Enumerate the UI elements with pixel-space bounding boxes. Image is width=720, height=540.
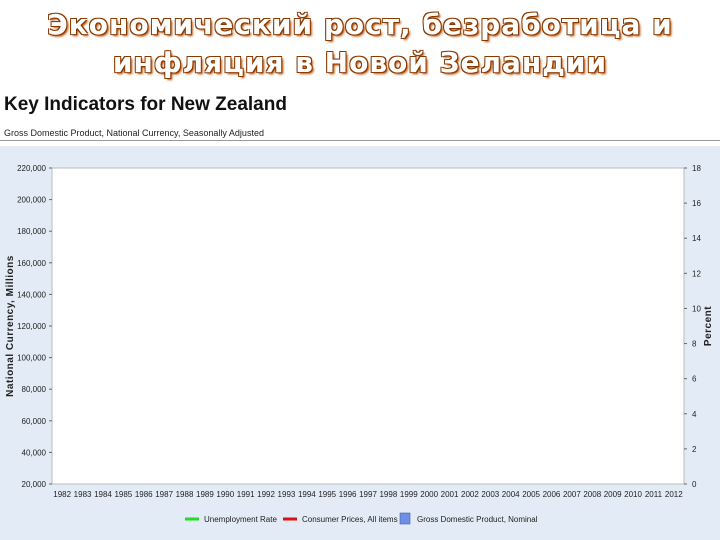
x-tick-label-2009: 2009 <box>604 490 622 499</box>
left-tick-label: 80,000 <box>22 385 47 394</box>
x-tick-label-2010: 2010 <box>624 490 642 499</box>
title-divider <box>0 140 720 141</box>
x-tick-label-2006: 2006 <box>543 490 561 499</box>
x-tick-label-2000: 2000 <box>420 490 438 499</box>
x-tick-label-2012: 2012 <box>665 490 683 499</box>
chart-title: Key Indicators for New Zealand <box>4 94 287 115</box>
x-tick-label-1989: 1989 <box>196 490 214 499</box>
left-tick-label: 220,000 <box>17 164 46 173</box>
x-tick-label-1999: 1999 <box>400 490 418 499</box>
x-tick-label-2004: 2004 <box>502 490 520 499</box>
x-tick-label-2003: 2003 <box>481 490 499 499</box>
x-tick-label-1990: 1990 <box>216 490 234 499</box>
x-tick-label-2007: 2007 <box>563 490 581 499</box>
right-tick-label: 12 <box>692 269 701 278</box>
slide-title-line-2: инфляция в Новой Зеландии <box>112 46 608 79</box>
legend-gdp-nominal-swatch <box>399 512 411 525</box>
left-tick-label: 200,000 <box>17 196 46 205</box>
legend-consumer-prices-label: Consumer Prices, All items <box>302 515 398 524</box>
x-tick-label-1991: 1991 <box>237 490 255 499</box>
y-axis-right-label: Percent <box>703 306 714 346</box>
right-tick-label: 18 <box>692 164 701 173</box>
legend-gdp-nominal-label: Gross Domestic Product, Nominal <box>417 515 538 524</box>
chart-area: 20,000 40,000 60,000 80,000 100,000 120,000 14… <box>0 146 720 540</box>
x-tick-label-1994: 1994 <box>298 490 316 499</box>
x-tick-label-1982: 1982 <box>53 490 71 499</box>
right-tick-label: 14 <box>692 234 701 243</box>
y-axis-left-label: National Currency, Millions <box>5 255 16 397</box>
chart-legend: Unemployment Rate Consumer Prices, All it… <box>185 512 538 525</box>
plot-area <box>51 167 685 485</box>
x-tick-label-1986: 1986 <box>135 490 153 499</box>
left-tick-label: 120,000 <box>17 322 46 331</box>
right-tick-label: 4 <box>692 410 697 419</box>
right-tick-label: 0 <box>692 480 697 489</box>
left-tick-label: 180,000 <box>17 227 46 236</box>
right-tick-label: 8 <box>692 340 697 349</box>
x-tick-label-2002: 2002 <box>461 490 479 499</box>
x-tick-label-1987: 1987 <box>155 490 173 499</box>
x-tick-label-1985: 1985 <box>114 490 132 499</box>
left-tick-label: 40,000 <box>22 448 47 457</box>
x-tick-label-1992: 1992 <box>257 490 275 499</box>
x-tick-label-1997: 1997 <box>359 490 377 499</box>
left-tick-label: 140,000 <box>17 290 46 299</box>
x-tick-label-1984: 1984 <box>94 490 112 499</box>
x-tick-label-1996: 1996 <box>339 490 357 499</box>
right-tick-label: 16 <box>692 199 701 208</box>
left-tick-label: 60,000 <box>22 417 47 426</box>
right-tick-label: 6 <box>692 375 697 384</box>
left-tick-label: 20,000 <box>22 480 47 489</box>
x-tick-label-2008: 2008 <box>583 490 601 499</box>
slide-title-line-1: Экономический рост, безработица и <box>47 8 673 41</box>
left-tick-label: 100,000 <box>17 354 46 363</box>
x-tick-label-1993: 1993 <box>278 490 296 499</box>
right-tick-label: 10 <box>692 304 701 313</box>
x-tick-label-2005: 2005 <box>522 490 540 499</box>
x-tick-label-1995: 1995 <box>318 490 336 499</box>
slide-title: Экономический рост, безработица и инфляц… <box>0 6 720 82</box>
chart-axes: 20,000 40,000 60,000 80,000 100,000 120,000 14… <box>5 164 714 499</box>
left-tick-label: 160,000 <box>17 259 46 268</box>
x-tick-label-2011: 2011 <box>645 490 663 499</box>
x-tick-label-1988: 1988 <box>176 490 194 499</box>
right-tick-label: 2 <box>692 445 697 454</box>
x-tick-label-2001: 2001 <box>441 490 459 499</box>
x-tick-label-1998: 1998 <box>379 490 397 499</box>
x-tick-label-1983: 1983 <box>74 490 92 499</box>
legend-unemployment-rate-label: Unemployment Rate <box>204 515 277 524</box>
chart-subtitle: Gross Domestic Product, National Currenc… <box>4 128 264 138</box>
